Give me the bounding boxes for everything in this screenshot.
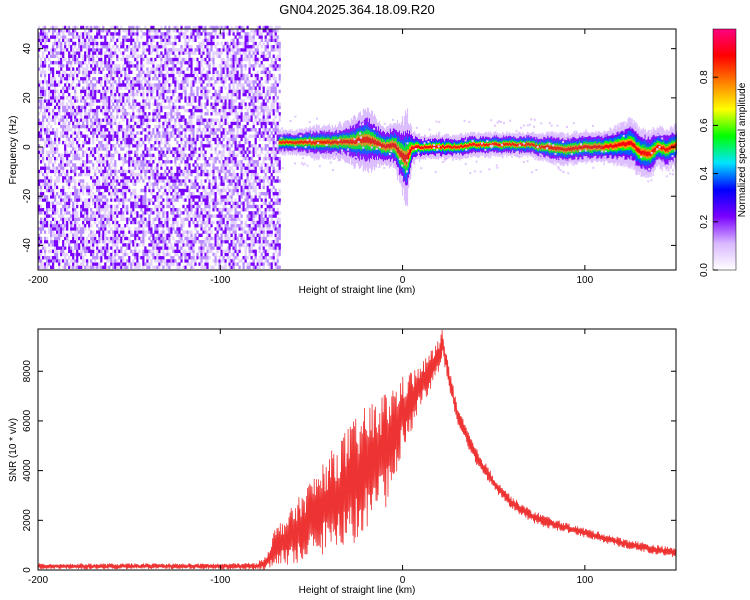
snr-y-tick-label: 6000 (22, 409, 33, 432)
snr-y-tick-label: 4000 (22, 459, 33, 482)
snr-x-tick-label: -100 (210, 575, 230, 586)
snr-x-tick-label: 100 (577, 575, 594, 586)
spectrogram-y-label: Frequency (Hz) (8, 116, 19, 185)
spectrogram-plot-area (38, 25, 677, 269)
spectrogram-y-tick-label: 40 (22, 43, 33, 55)
colorbar: 0.0 0.2 0.4 0.6 0.8 Normalized spectral ampl… (699, 28, 748, 277)
colorbar-ticks: 0.0 0.2 0.4 0.6 0.8 (699, 70, 718, 277)
noise-region (38, 25, 281, 269)
colorbar-gradient (712, 28, 737, 271)
snr-series-line (37, 329, 676, 570)
snr-plot-area (37, 329, 676, 570)
spectrogram-x-tick-label: -100 (210, 275, 230, 286)
spectrogram-x-tick-label: 0 (400, 275, 406, 286)
colorbar-tick-label: 0.8 (699, 70, 710, 84)
spectrogram-y-tick-label: -20 (22, 189, 33, 204)
colorbar-tick-label: 0.0 (699, 263, 710, 277)
snr-y-tick-label: 8000 (22, 360, 33, 383)
spectrogram-x-tick-label: 100 (577, 275, 594, 286)
snr-y-label: SNR (10 * v/v) (8, 418, 19, 482)
snr-x-tick-label: -200 (28, 575, 48, 586)
snr-y-ticks: 0 2000 4000 6000 8000 (22, 360, 676, 573)
spectrogram-y-tick-label: -40 (22, 238, 33, 253)
snr-frame (37, 328, 677, 571)
spectrogram-x-ticks: -200 -100 0 100 (28, 29, 594, 286)
snr-x-label: Height of straight line (km) (299, 585, 416, 596)
snr-y-tick-label: 0 (22, 567, 33, 573)
spectrogram-x-label: Height of straight line (km) (299, 285, 416, 296)
snr-y-tick-label: 2000 (22, 509, 33, 532)
colorbar-tick-label: 0.4 (699, 166, 710, 180)
colorbar-label: Normalized spectral amplitude (737, 82, 748, 217)
spectrogram-y-tick-label: 20 (22, 92, 33, 104)
spectrogram-x-tick-label: -200 (28, 275, 48, 286)
colorbar-tick-label: 0.2 (699, 214, 710, 228)
spectrogram-y-tick-label: 0 (22, 144, 33, 150)
snr-x-ticks: -200 -100 0 100 (28, 329, 594, 586)
figure-title: GN04.2025.364.18.09.R20 (279, 2, 434, 17)
spectrogram-frame (37, 28, 677, 271)
colorbar-tick-label: 0.6 (699, 118, 710, 132)
signal-ridge (278, 107, 677, 207)
snr-x-tick-label: 0 (400, 575, 406, 586)
spectrogram-y-ticks: -40 -20 0 20 40 (22, 43, 676, 253)
